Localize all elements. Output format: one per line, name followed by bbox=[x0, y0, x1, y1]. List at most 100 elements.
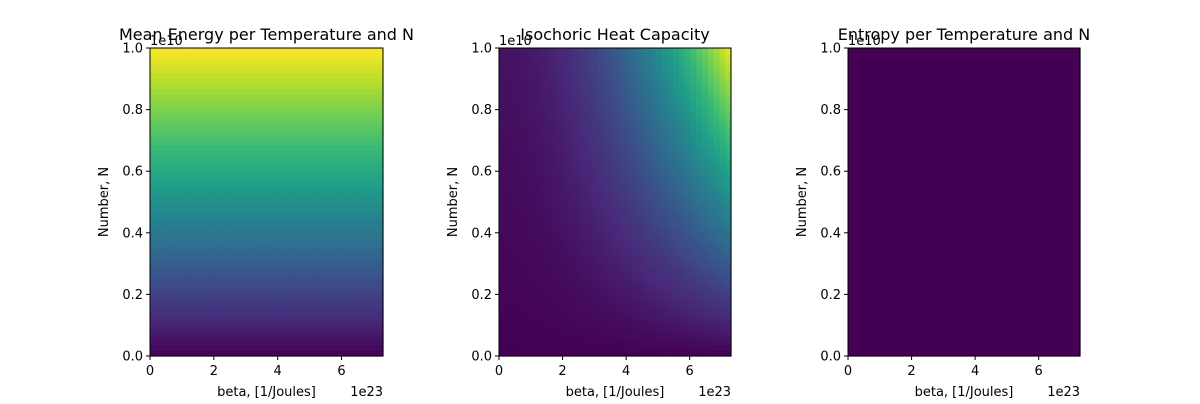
heatmap-cell bbox=[632, 284, 638, 290]
heatmap-cell bbox=[167, 161, 173, 167]
heatmap-cell bbox=[296, 115, 302, 121]
heatmap-cell bbox=[237, 258, 243, 264]
heatmap-cell bbox=[325, 146, 331, 152]
heatmap-cell bbox=[167, 53, 173, 59]
heatmap-cell bbox=[342, 212, 348, 218]
heatmap-cell bbox=[232, 115, 238, 121]
heatmap-cell bbox=[284, 69, 290, 75]
heatmap-cell bbox=[679, 156, 685, 162]
heatmap-cell bbox=[307, 284, 313, 290]
heatmap-cell bbox=[237, 320, 243, 326]
heatmap-cell bbox=[278, 79, 284, 85]
heatmap-cell bbox=[941, 53, 947, 59]
heatmap-cell bbox=[545, 146, 551, 152]
heatmap-cell bbox=[301, 74, 307, 80]
heatmap-cell bbox=[272, 192, 278, 198]
heatmap-cell bbox=[702, 110, 708, 116]
heatmap-cell bbox=[307, 346, 313, 352]
heatmap-cell bbox=[290, 335, 296, 341]
heatmap-cell bbox=[290, 161, 296, 167]
heatmap-cell bbox=[540, 140, 546, 146]
heatmap-cell bbox=[272, 346, 278, 352]
heatmap-cell bbox=[609, 120, 615, 126]
heatmap-cell bbox=[307, 223, 313, 229]
heatmap-cell bbox=[226, 341, 232, 347]
heatmap-cell bbox=[627, 140, 633, 146]
heatmap-cell bbox=[627, 151, 633, 157]
heatmap-cell bbox=[214, 279, 220, 285]
heatmap-cell bbox=[528, 305, 534, 311]
heatmap-cell bbox=[586, 258, 592, 264]
heatmap-cell bbox=[243, 197, 249, 203]
heatmap-cell bbox=[336, 171, 342, 177]
heatmap-cell bbox=[650, 279, 656, 285]
heatmap-cell bbox=[702, 166, 708, 172]
heatmap-cell bbox=[656, 176, 662, 182]
heatmap-cell bbox=[545, 176, 551, 182]
heatmap-cell bbox=[661, 166, 667, 172]
heatmap-cell bbox=[272, 335, 278, 341]
heatmap-cell bbox=[261, 176, 267, 182]
heatmap-cell bbox=[173, 243, 179, 249]
heatmap-cell bbox=[301, 202, 307, 208]
heatmap-cell bbox=[580, 110, 586, 116]
heatmap-cell bbox=[156, 253, 162, 259]
heatmap-cell bbox=[499, 63, 505, 69]
heatmap-cell bbox=[261, 289, 267, 295]
heatmap-cell bbox=[592, 135, 598, 141]
heatmap-cell bbox=[1057, 48, 1063, 54]
heatmap-cell bbox=[301, 135, 307, 141]
heatmap-cell bbox=[534, 300, 540, 306]
heatmap-cell bbox=[167, 192, 173, 198]
heatmap-cell bbox=[685, 223, 691, 229]
heatmap-cell bbox=[261, 294, 267, 300]
heatmap-cell bbox=[371, 248, 377, 254]
heatmap-cell bbox=[505, 325, 511, 331]
heatmap-cell bbox=[296, 320, 302, 326]
heatmap-cell bbox=[621, 84, 627, 90]
heatmap-cell bbox=[185, 146, 191, 152]
heatmap-cell bbox=[162, 104, 168, 110]
heatmap-cell bbox=[528, 110, 534, 116]
heatmap-cell bbox=[598, 181, 604, 187]
heatmap-cell bbox=[249, 58, 255, 64]
heatmap-cell bbox=[598, 187, 604, 193]
heatmap-cell bbox=[632, 248, 638, 254]
heatmap-cell bbox=[156, 315, 162, 321]
heatmap-cell bbox=[714, 181, 720, 187]
heatmap-cell bbox=[179, 228, 185, 234]
heatmap-cell bbox=[156, 63, 162, 69]
heatmap-cell bbox=[284, 238, 290, 244]
heatmap-cell bbox=[313, 89, 319, 95]
heatmap-cell bbox=[505, 300, 511, 306]
heatmap-cell bbox=[511, 161, 517, 167]
heatmap-cell bbox=[627, 258, 633, 264]
heatmap-cell bbox=[598, 202, 604, 208]
heatmap-cell bbox=[511, 89, 517, 95]
heatmap-cell bbox=[661, 238, 667, 244]
heatmap-cell bbox=[267, 248, 273, 254]
heatmap-cell bbox=[284, 192, 290, 198]
heatmap-cell bbox=[679, 197, 685, 203]
heatmap-cell bbox=[627, 294, 633, 300]
heatmap-cell bbox=[702, 94, 708, 100]
heatmap-cell bbox=[255, 207, 261, 213]
heatmap-cell bbox=[307, 104, 313, 110]
heatmap-cell bbox=[627, 89, 633, 95]
heatmap-cell bbox=[162, 115, 168, 121]
heatmap-cell bbox=[563, 305, 569, 311]
heatmap-cell bbox=[534, 289, 540, 295]
heatmap-cell bbox=[342, 341, 348, 347]
heatmap-cell bbox=[208, 289, 214, 295]
heatmap-cell bbox=[226, 300, 232, 306]
heatmap-cell bbox=[278, 264, 284, 270]
heatmap-cell bbox=[586, 335, 592, 341]
heatmap-cell bbox=[603, 223, 609, 229]
heatmap-cell bbox=[313, 330, 319, 336]
heatmap-cell bbox=[348, 320, 354, 326]
heatmap-cell bbox=[267, 130, 273, 136]
heatmap-cell bbox=[156, 120, 162, 126]
heatmap-cell bbox=[574, 279, 580, 285]
heatmap-cell bbox=[197, 305, 203, 311]
heatmap-cell bbox=[574, 202, 580, 208]
